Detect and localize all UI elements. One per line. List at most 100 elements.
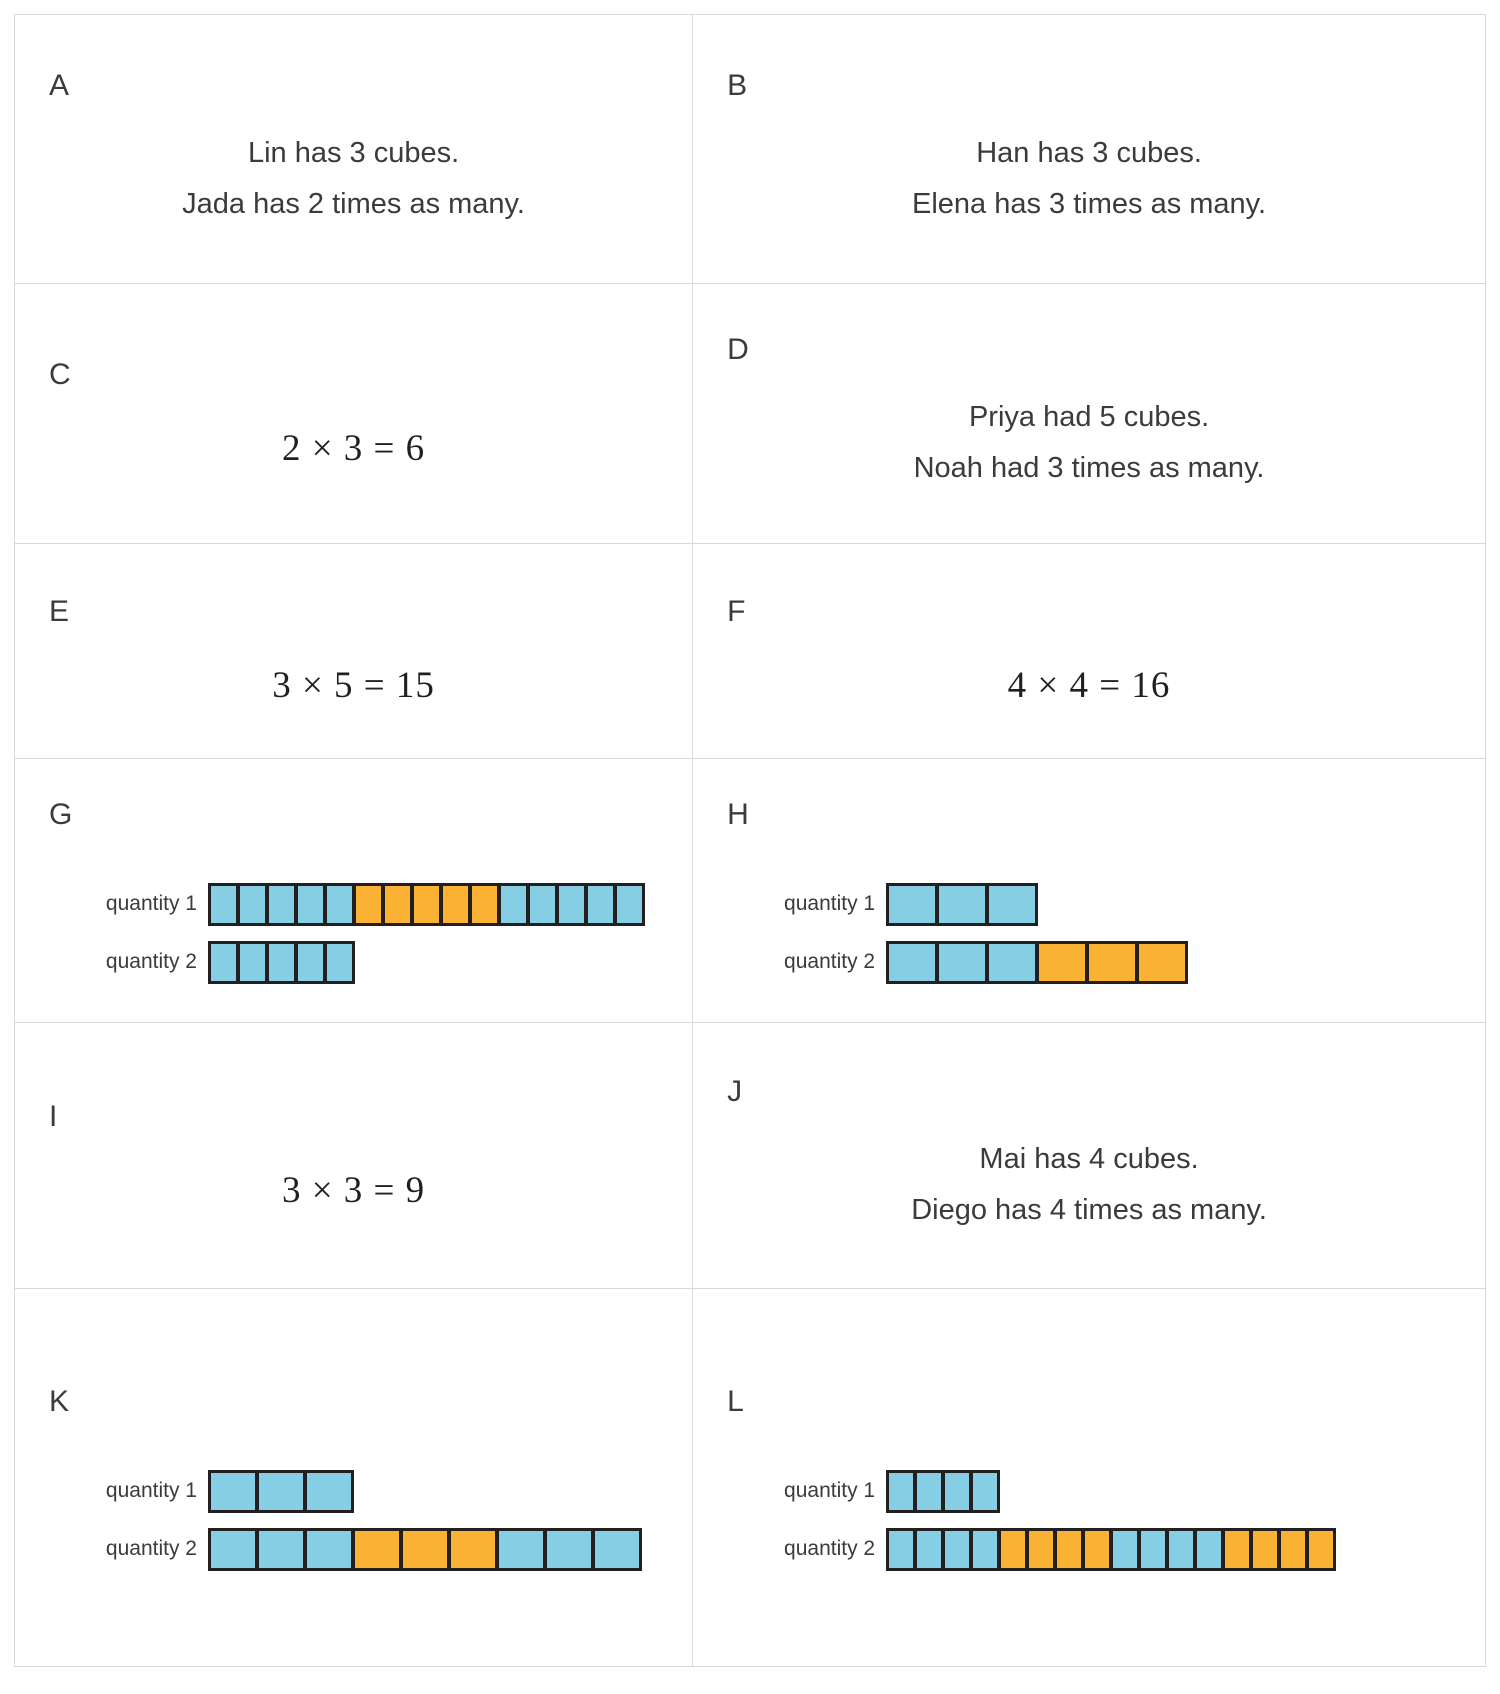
card-d: D Priya had 5 cubes. Noah had 3 times as… [693,284,1485,544]
card-h: H quantity 1 quantity 2 [693,759,1485,1023]
orange-cube [1037,941,1088,983]
card-g: G quantity 1 quantity 2 [15,759,694,1023]
quantity-label: quantity 1 [784,1479,876,1502]
tape-row: quantity 2 [77,1527,692,1571]
blue-cube [296,941,325,983]
tape-diagram: quantity 1 quantity 2 [15,882,692,984]
blue-cube [257,1470,305,1512]
story-text: Han has 3 cubes. Elena has 3 times as ma… [693,128,1485,230]
blue-cube [887,883,938,925]
blue-cube [937,883,988,925]
card-sort-table: A Lin has 3 cubes. Jada has 2 times as m… [14,14,1486,1667]
orange-cube [999,1528,1028,1570]
blue-cube [209,1528,257,1570]
blue-cube [528,883,557,925]
blue-cube [887,941,938,983]
quantity-label: quantity 1 [105,1479,197,1502]
card-b: B Han has 3 cubes. Elena has 3 times as … [693,15,1485,284]
story-line: Elena has 3 times as many. [912,187,1267,220]
story-line: Mai has 4 cubes. [979,1143,1199,1176]
equation: 3 × 5 = 15 [272,665,435,706]
blue-cube [238,941,267,983]
card-j: J Mai has 4 cubes. Diego has 4 times as … [693,1023,1485,1289]
cube-bar [208,882,645,926]
cube-bar [208,1527,642,1571]
card-f: F 4 × 4 = 16 [693,544,1485,759]
card-a: A Lin has 3 cubes. Jada has 2 times as m… [15,15,694,284]
orange-cube [353,1528,401,1570]
blue-cube [887,1470,916,1512]
quantity-label: quantity 2 [105,950,197,973]
cube-bar [886,1469,1001,1513]
equation: 2 × 3 = 6 [281,427,426,469]
orange-cube [412,883,441,925]
blue-cube [593,1528,641,1570]
card-letter: K [49,1384,70,1418]
blue-cube [915,1528,944,1570]
quantity-label: quantity 1 [784,892,876,915]
story-line: Priya had 5 cubes. [968,401,1210,434]
card-letter: A [49,68,70,102]
story-line: Han has 3 cubes. [976,136,1202,169]
blue-cube [1195,1528,1224,1570]
blue-cube [325,941,354,983]
blue-cube [209,941,238,983]
cube-bar [208,1469,354,1513]
blue-cube [267,941,296,983]
card-letter: G [49,797,73,831]
orange-cube [449,1528,497,1570]
blue-cube [915,1470,944,1512]
blue-cube [943,1470,972,1512]
tape-row: quantity 1 [77,882,692,926]
quantity-label: quantity 2 [105,1537,197,1560]
blue-cube [209,883,238,925]
cube-bar [208,940,355,984]
blue-cube [267,883,296,925]
blue-cube [497,1528,545,1570]
card-letter: E [49,595,70,628]
orange-cube [354,883,383,925]
equation: 3 × 3 = 9 [281,1169,426,1211]
orange-cube [470,883,499,925]
blue-cube [615,883,644,925]
blue-cube [499,883,528,925]
tape-diagram: quantity 1 quantity 2 [693,1469,1485,1571]
blue-cube [987,883,1038,925]
blue-cube [887,1528,916,1570]
quantity-label: quantity 1 [105,892,197,915]
card-letter: D [727,333,749,367]
orange-cube [1279,1528,1308,1570]
card-letter: H [727,797,749,831]
blue-cube [1167,1528,1196,1570]
quantity-label: quantity 2 [784,1537,876,1560]
orange-cube [401,1528,449,1570]
orange-cube [1223,1528,1252,1570]
story-text: Lin has 3 cubes. Jada has 2 times as man… [15,128,692,230]
cube-bar [886,882,1039,926]
blue-cube [937,941,988,983]
card-k: K quantity 1 quantity 2 [15,1289,694,1666]
tape-diagram: quantity 1 quantity 2 [693,882,1485,984]
card-letter: C [49,357,71,391]
card-e: E 3 × 5 = 15 [15,544,694,759]
blue-cube [305,1528,353,1570]
tape-row: quantity 2 [755,940,1485,984]
tape-row: quantity 2 [755,1527,1485,1571]
blue-cube [209,1470,257,1512]
blue-cube [325,883,354,925]
card-letter: L [727,1384,744,1418]
card-i: I 3 × 3 = 9 [15,1023,694,1289]
blue-cube [238,883,267,925]
orange-cube [1083,1528,1112,1570]
orange-cube [383,883,412,925]
blue-cube [305,1470,353,1512]
blue-cube [296,883,325,925]
blue-cube [987,941,1038,983]
story-line: Noah had 3 times as many. [913,452,1265,484]
tape-row: quantity 1 [755,882,1485,926]
card-c: C 2 × 3 = 6 [15,284,694,544]
orange-cube [1137,941,1188,983]
blue-cube [943,1528,972,1570]
tape-row: quantity 1 [755,1469,1485,1513]
orange-cube [1055,1528,1084,1570]
